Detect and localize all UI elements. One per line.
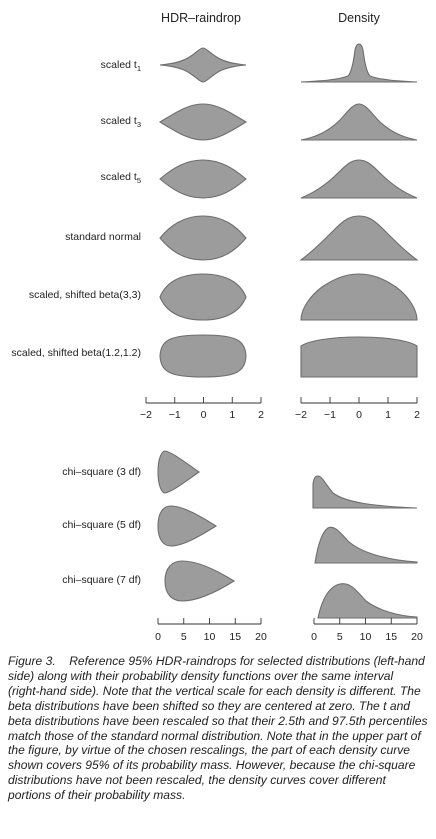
x-axis-bottom-left: 0 5 10 15 20: [155, 618, 267, 643]
raindrop-beta-1-2: [159, 334, 247, 378]
tick-label: 10: [360, 631, 372, 643]
figure-caption: Figure 3. Reference 95% HDR-raindrops fo…: [8, 654, 428, 803]
tick-label: 15: [385, 631, 397, 643]
density-chi-square-3: [312, 475, 418, 509]
x-axis-top-left: −2 −1 0 1 2: [140, 397, 264, 421]
col-title-hdr-raindrop: HDR–raindrop: [161, 11, 241, 25]
tick-label: −2: [295, 409, 307, 421]
density-standard-normal: [299, 215, 419, 261]
tick-label: 10: [204, 631, 216, 643]
density-chi-square-7: [317, 583, 418, 619]
row-label-scaled-t3: scaled t3: [101, 115, 141, 129]
raindrop-scaled-t3: [158, 103, 248, 141]
tick-label: 0: [201, 409, 207, 421]
x-axis-bottom-right: 0 5 10 15 20: [311, 618, 423, 643]
density-chi-square-5: [314, 526, 418, 564]
density-scaled-t1: [300, 43, 418, 83]
raindrop-scaled-t1: [159, 47, 247, 83]
tick-label: −1: [169, 409, 181, 421]
tick-label: −1: [324, 409, 336, 421]
row-label-chi-square-5: chi–square (5 df): [62, 519, 141, 531]
row-label-standard-normal: standard normal: [65, 231, 141, 243]
raindrop-chi-square-3: [157, 450, 200, 494]
raindrop-scaled-t5: [159, 159, 247, 199]
tick-label: 20: [255, 631, 267, 643]
row-label-chi-square-7: chi–square (7 df): [62, 574, 141, 586]
tick-label: 2: [258, 409, 264, 421]
col-title-density: Density: [338, 11, 380, 25]
x-axis-top-right: −2 −1 0 1 2: [295, 397, 420, 421]
tick-label: 1: [229, 409, 235, 421]
raindrop-standard-normal: [159, 215, 247, 261]
tick-label: 1: [385, 409, 391, 421]
row-label-chi-square-3: chi–square (3 df): [62, 466, 141, 478]
density-scaled-t3: [300, 103, 418, 141]
tick-label: 0: [155, 631, 161, 643]
tick-label: 0: [356, 409, 362, 421]
figure-3: HDR–raindrop Density scaled t1 scaled t3…: [11, 11, 423, 643]
density-beta-1-2: [300, 336, 418, 378]
tick-label: 0: [311, 631, 317, 643]
row-label-scaled-t5: scaled t5: [101, 171, 141, 185]
caption-label: Figure 3.: [8, 654, 56, 668]
density-beta-3-3: [300, 273, 418, 321]
caption-text: Reference 95% HDR-raindrops for selected…: [8, 654, 428, 803]
raindrop-chi-square-7: [164, 560, 236, 602]
tick-label: 20: [411, 631, 423, 643]
tick-label: 5: [181, 631, 187, 643]
tick-label: 2: [414, 409, 420, 421]
row-label-scaled-t1: scaled t1: [101, 59, 141, 73]
tick-label: 15: [229, 631, 241, 643]
density-scaled-t5: [300, 159, 418, 199]
tick-label: −2: [140, 409, 152, 421]
tick-label: 5: [337, 631, 343, 643]
raindrop-chi-square-5: [157, 505, 218, 547]
raindrop-beta-3-3: [159, 273, 247, 321]
row-label-beta-1-2: scaled, shifted beta(1.2,1.2): [11, 347, 141, 359]
row-label-beta-3-3: scaled, shifted beta(3,3): [29, 289, 141, 301]
